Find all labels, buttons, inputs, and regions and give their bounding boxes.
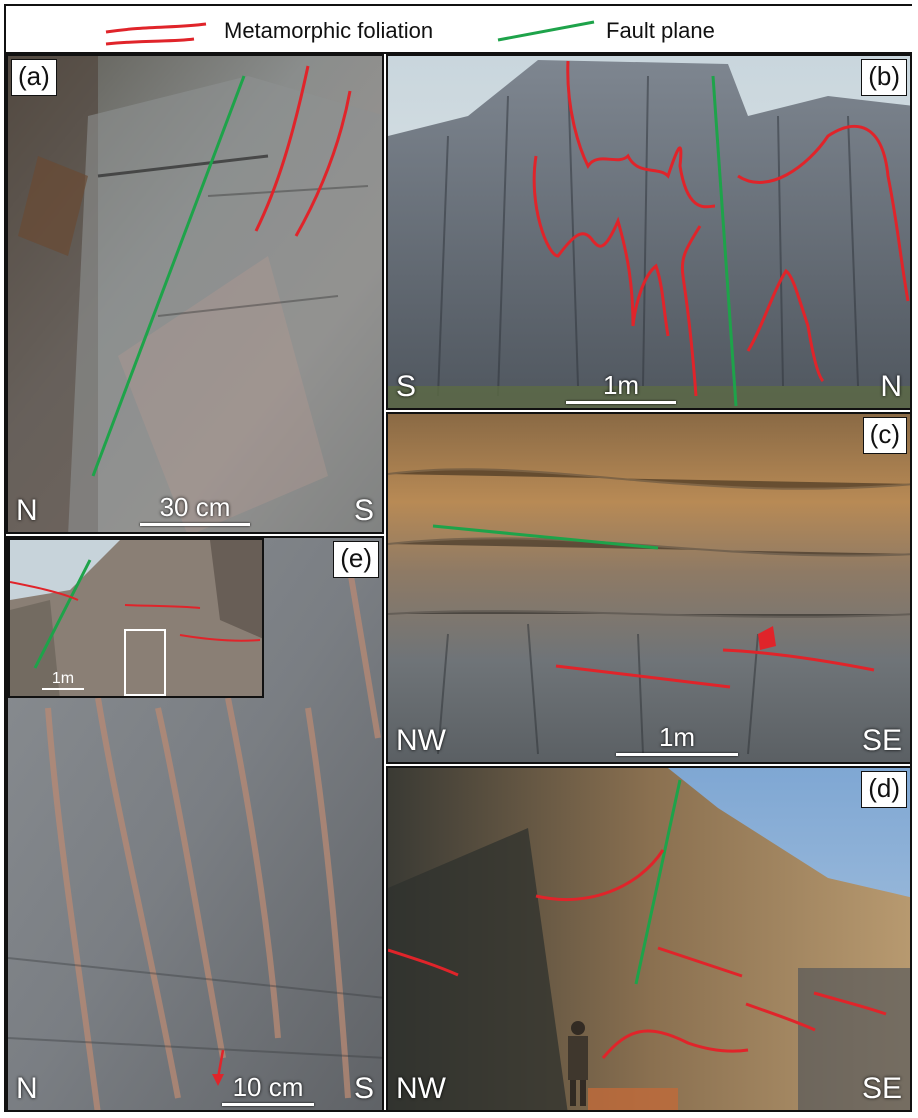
scale-bar: 1m <box>616 722 738 756</box>
fault-plane-line <box>33 559 92 669</box>
foliation-line <box>294 90 352 237</box>
orientation-left: NW <box>396 724 446 757</box>
hammer-icon <box>758 626 776 650</box>
panel-a-photo <box>8 56 382 532</box>
panel-label: (a) <box>11 59 57 96</box>
panel-d: (d) NW SE <box>386 766 912 1112</box>
orientation-left: NW <box>396 1072 446 1105</box>
foliation-legend-label: Metamorphic foliation <box>224 18 434 43</box>
foliation-line <box>10 581 79 601</box>
scale-bar: 30 cm <box>140 492 250 526</box>
scale-bar: 1m <box>566 370 676 404</box>
person-figure <box>568 1021 588 1106</box>
foliation-line <box>657 946 743 978</box>
scale-line <box>616 753 738 756</box>
inset-scale-label: 1m <box>51 670 75 687</box>
inset-photo-image <box>10 540 262 696</box>
panel-e-annotations <box>212 1049 225 1086</box>
inset-photo: 1m <box>8 538 264 698</box>
scale-line <box>566 401 676 404</box>
panel-a: (a) N S 30 cm <box>6 54 384 534</box>
scale-label: 30 cm <box>159 492 231 522</box>
foliation-line <box>722 648 875 672</box>
detail-box <box>124 629 166 696</box>
panel-e: 1m (e) N S 10 cm <box>6 536 384 1112</box>
scale-label: 1m <box>658 722 696 752</box>
foliation-line <box>388 948 459 977</box>
foliation-line <box>254 65 310 232</box>
foliation-line <box>813 991 887 1016</box>
panel-label: (c) <box>862 417 907 454</box>
fault-plane-line <box>91 75 246 477</box>
panel-d-photo <box>388 768 910 1110</box>
fault-plane-line <box>634 779 682 985</box>
orientation-left: N <box>16 494 38 527</box>
foliation-line <box>601 1029 749 1059</box>
fault-plane-line <box>432 524 659 550</box>
orientation-right: SE <box>861 1072 902 1105</box>
foliation-line <box>179 634 261 642</box>
legend: Metamorphic foliation Fault plane <box>6 6 912 54</box>
inset-scale-bar: 1m <box>42 670 84 690</box>
panel-b-annotations <box>532 60 910 407</box>
foliation-line <box>555 664 731 689</box>
orientation-right: N <box>880 370 902 403</box>
orientation-right: S <box>353 1072 374 1105</box>
arrow-head-icon <box>212 1074 224 1086</box>
orientation-right: SE <box>861 724 902 757</box>
foliation-line <box>532 155 670 337</box>
scale-line <box>222 1103 314 1106</box>
foliation-line <box>745 1002 816 1032</box>
panel-b-photo <box>388 56 910 408</box>
panel-label: (b) <box>861 59 907 96</box>
panel-b: (b) S N 1m <box>386 54 912 410</box>
fault-legend-symbol <box>497 20 595 42</box>
foliation-line <box>680 225 702 397</box>
panel-a-annotations <box>91 65 352 477</box>
foliation-line <box>566 60 716 209</box>
fault-legend-label: Fault plane <box>606 18 715 43</box>
scale-label: 1m <box>602 370 640 400</box>
foliation-line <box>124 604 201 609</box>
panel-c-annotations <box>432 524 875 689</box>
legend-symbols <box>105 20 595 46</box>
panel-c: (c) NW SE 1m <box>386 412 912 764</box>
foliation-line <box>535 849 665 901</box>
inset-scale-line <box>42 688 84 690</box>
scale-line <box>140 523 250 526</box>
scale-label: 10 cm <box>232 1072 304 1102</box>
panel-label: (e) <box>333 541 379 578</box>
fault-plane-line <box>711 75 738 407</box>
arrow-line <box>216 1049 225 1079</box>
foliation-legend-symbol <box>105 22 207 46</box>
orientation-right: S <box>353 494 374 527</box>
orientation-left: N <box>16 1072 38 1105</box>
panel-d-annotations <box>388 779 887 1059</box>
panel-label: (d) <box>861 771 907 808</box>
foliation-line <box>746 268 825 383</box>
orientation-left: S <box>396 370 417 403</box>
foliation-line <box>737 125 910 302</box>
panel-c-photo <box>388 414 910 762</box>
scale-bar: 10 cm <box>222 1072 314 1106</box>
